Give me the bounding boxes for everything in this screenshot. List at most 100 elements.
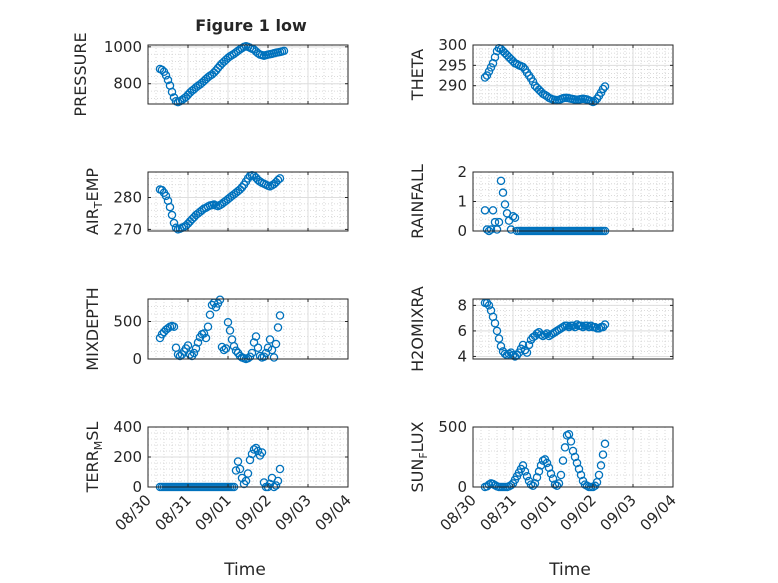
y-tick-label: 270 <box>113 220 142 238</box>
data-point <box>556 470 566 480</box>
x-tick-label: 09/03 <box>597 491 640 534</box>
data-point <box>271 481 281 490</box>
y-tick-label: 1000 <box>104 38 142 56</box>
data-point <box>582 321 592 331</box>
panel-theta: 290 295 300 THETA <box>408 36 674 107</box>
x-tick-label: 09/02 <box>232 491 275 534</box>
data-point <box>205 310 215 319</box>
data-point <box>241 476 251 486</box>
data-point <box>223 317 233 327</box>
data-point <box>480 206 490 215</box>
y-tick-label: 400 <box>113 418 142 436</box>
data-point <box>235 464 245 474</box>
data-point <box>233 457 243 466</box>
data-point <box>221 344 231 353</box>
x-tick-label: 08/30 <box>112 491 155 534</box>
data-point <box>275 174 285 183</box>
y-tick-label: 280 <box>113 189 142 207</box>
data-point <box>564 322 574 332</box>
data-point <box>225 326 235 335</box>
data-point <box>484 67 494 76</box>
data-point <box>490 217 500 227</box>
y-tick-label: 2 <box>457 163 467 181</box>
y-tick-label: 500 <box>113 313 142 331</box>
y-axis-label: SUNFLUX <box>408 421 430 492</box>
data-point <box>486 225 496 234</box>
data-point <box>265 335 275 344</box>
data-point <box>157 65 167 75</box>
chart-title: Figure 1 low <box>195 16 307 35</box>
data-point <box>562 321 572 331</box>
data-point <box>163 75 173 85</box>
data-point <box>600 82 610 91</box>
data-point <box>279 46 289 56</box>
data-point <box>193 338 203 347</box>
data-point <box>161 71 171 80</box>
data-point <box>510 213 520 222</box>
data-point <box>219 345 229 355</box>
data-point <box>558 456 568 465</box>
data-point <box>546 469 556 479</box>
data-point <box>506 225 516 234</box>
axes-box <box>472 426 674 488</box>
data-point <box>528 481 538 491</box>
y-tick-label: 800 <box>113 75 142 93</box>
data-point <box>496 176 506 186</box>
data-point <box>480 73 490 82</box>
y-tick-label: 8 <box>457 296 467 314</box>
y-tick-label: 0 <box>457 222 467 240</box>
data-point <box>600 439 610 449</box>
data-point <box>540 330 550 339</box>
data-point <box>167 210 177 220</box>
data-point <box>492 326 502 336</box>
panel-terr-msl: 0 200 400 TERRMSL 08/3008/3109/0109/0209/030… <box>83 418 355 580</box>
data-point <box>486 63 496 72</box>
data-point <box>482 71 492 80</box>
data-point <box>596 461 606 470</box>
y-tick-label: 6 <box>457 322 467 340</box>
y-axis-label: PRESSURE <box>71 32 90 116</box>
data-point <box>482 225 492 234</box>
y-axis-label: THETA <box>408 49 427 101</box>
data-point <box>568 321 578 331</box>
data-point <box>542 329 552 338</box>
data-point <box>522 471 532 481</box>
y-tick-label: 4 <box>457 347 467 365</box>
data-point <box>237 183 247 192</box>
data-point <box>273 323 283 332</box>
data-point <box>528 77 538 86</box>
x-tick-label: 08/31 <box>477 491 520 534</box>
x-tick-label: 08/30 <box>437 491 480 534</box>
data-point <box>157 185 167 195</box>
data-point <box>536 330 546 339</box>
data-point <box>558 322 568 332</box>
data-point <box>247 348 257 358</box>
data-point <box>590 96 600 106</box>
data-point <box>490 319 500 328</box>
x-tick-label: 09/04 <box>637 491 680 534</box>
data-point <box>183 341 193 350</box>
y-axis-label: H2OMIXRA <box>408 286 427 372</box>
axes-box <box>472 44 674 105</box>
y-axis-label: RAINFALL <box>408 164 427 239</box>
data-point <box>518 340 528 350</box>
data-point <box>231 346 241 355</box>
y-tick-label: 1 <box>457 193 467 211</box>
data-point <box>500 200 510 209</box>
data-point <box>506 480 516 490</box>
x-tick-label: 09/03 <box>272 491 315 534</box>
data-point <box>520 467 530 476</box>
data-point <box>518 62 528 72</box>
data-point <box>169 322 179 331</box>
data-point <box>590 322 600 332</box>
data-point <box>199 329 209 338</box>
data-point <box>498 188 508 197</box>
panel-h2omixra: 4 6 8 H2OMIXRA <box>408 286 674 372</box>
data-point <box>269 353 279 362</box>
data-point <box>203 322 213 331</box>
data-point <box>494 334 504 343</box>
axes-box <box>147 298 349 360</box>
data-point <box>500 349 510 359</box>
